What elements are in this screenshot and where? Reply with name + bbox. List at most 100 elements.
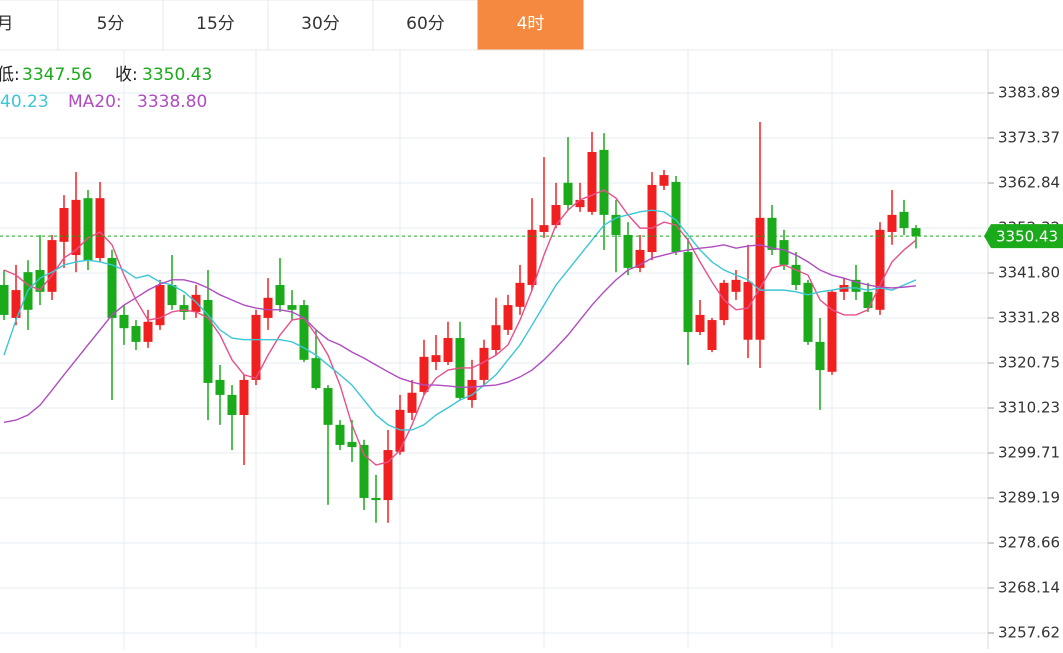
- candle-body: [611, 214, 621, 235]
- ma-value: 40.23: [0, 92, 49, 112]
- candle-body: [11, 290, 21, 318]
- candle-body: [395, 409, 405, 452]
- candle-body: [71, 199, 81, 256]
- tab[interactable]: 4时: [477, 0, 584, 51]
- candle-body: [479, 347, 489, 380]
- candle-body: [647, 184, 657, 253]
- tab-label: 15分: [196, 14, 235, 34]
- candle-body: [815, 341, 825, 371]
- y-tick-label: 3331.28: [998, 309, 1060, 327]
- tab[interactable]: 5分: [57, 0, 164, 51]
- price-tag-label: 3350.43: [996, 228, 1058, 246]
- tab[interactable]: 60分: [372, 0, 479, 51]
- candle-body: [743, 281, 753, 340]
- candle-body: [851, 279, 861, 292]
- candle-body: [95, 198, 105, 259]
- candle-body: [323, 388, 333, 425]
- candle-body: [875, 229, 885, 310]
- candle-body: [251, 314, 261, 380]
- tab[interactable]: 30分: [267, 0, 374, 51]
- candle-body: [287, 305, 297, 310]
- tab-background: [0, 0, 59, 51]
- candle-body: [527, 229, 537, 285]
- candle-body: [659, 175, 669, 186]
- candle-body: [623, 234, 633, 268]
- ma-line: [3, 189, 917, 466]
- candle-body: [731, 279, 741, 292]
- candle-body: [431, 355, 441, 362]
- candle-body: [443, 338, 453, 362]
- candle-body: [671, 181, 681, 253]
- candle-body: [119, 314, 129, 329]
- tab-background: [57, 0, 164, 51]
- candle-body: [695, 314, 705, 333]
- low-value: 3347.56: [22, 65, 92, 85]
- candle-body: [467, 379, 477, 401]
- candle-body: [203, 299, 213, 383]
- candle-body: [635, 249, 645, 268]
- candle-body: [107, 258, 117, 318]
- plot: [0, 122, 988, 523]
- candle-body: [383, 450, 393, 501]
- close-label: 收:: [115, 65, 138, 85]
- ma-line: [3, 209, 917, 431]
- y-tick-label: 3310.23: [998, 399, 1060, 417]
- candle-body: [215, 379, 225, 395]
- info: 低: 3347.56 收: 3350.43 40.23 MA20: 3338.8…: [0, 65, 212, 112]
- candle-body: [0, 284, 9, 315]
- close-value: 3350.43: [142, 65, 212, 85]
- candle-body: [143, 321, 153, 342]
- candle-body: [707, 320, 717, 350]
- candle-body: [803, 282, 813, 342]
- candle-body: [335, 424, 345, 445]
- tab-label: 5分: [97, 14, 125, 34]
- y-tick-label: 3299.71: [998, 444, 1060, 462]
- candle-body: [515, 282, 525, 307]
- tab-background: [477, 0, 584, 51]
- candle-body: [167, 284, 177, 306]
- candle-body: [275, 284, 285, 306]
- tab[interactable]: 月: [0, 0, 59, 51]
- candle-body: [179, 305, 189, 312]
- y-tick-label: 3362.84: [998, 174, 1060, 192]
- low-label: 低:: [0, 65, 20, 85]
- candle-body: [359, 444, 369, 498]
- candle-body: [791, 264, 801, 285]
- candle-body: [239, 379, 249, 415]
- candle-body: [83, 198, 93, 261]
- candle-body: [59, 208, 69, 242]
- candle-body: [347, 441, 357, 448]
- y-tick-label: 3373.37: [998, 129, 1060, 147]
- candle-body: [299, 305, 309, 360]
- y-tick-label: 3341.80: [998, 264, 1060, 282]
- candle-body: [419, 356, 429, 392]
- candle-body: [47, 240, 57, 292]
- candle-body: [719, 282, 729, 321]
- candle-body: [911, 228, 921, 237]
- y-tick-label: 3383.89: [998, 84, 1060, 102]
- ma-value: 3338.80: [137, 92, 207, 112]
- candle-body: [539, 225, 549, 232]
- candle-body: [191, 294, 201, 312]
- tab-label: 60分: [406, 14, 445, 34]
- candle-body: [827, 291, 837, 372]
- ma-line: [3, 244, 917, 423]
- y-tick-label: 3289.19: [998, 488, 1060, 506]
- candle-body: [35, 270, 45, 292]
- ma-label: MA20:: [68, 92, 122, 112]
- candle-body: [599, 149, 609, 215]
- candle-body: [863, 291, 873, 309]
- tab-bar: 月 5分 15分 30分 60分 4时: [0, 0, 1063, 51]
- y-tick-label: 3257.62: [998, 624, 1060, 642]
- tab-label: 月: [0, 14, 14, 34]
- candle-body: [491, 325, 501, 350]
- candle-body: [779, 240, 789, 265]
- y-axis: 3383.893373.373362.843352.323341.803331.…: [988, 84, 1060, 642]
- tab-label: 30分: [301, 14, 340, 34]
- tab[interactable]: 15分: [162, 0, 269, 51]
- y-tick-label: 3268.14: [998, 579, 1060, 597]
- candle-body: [683, 252, 693, 333]
- candle-body: [551, 205, 561, 226]
- candle-body: [575, 199, 585, 208]
